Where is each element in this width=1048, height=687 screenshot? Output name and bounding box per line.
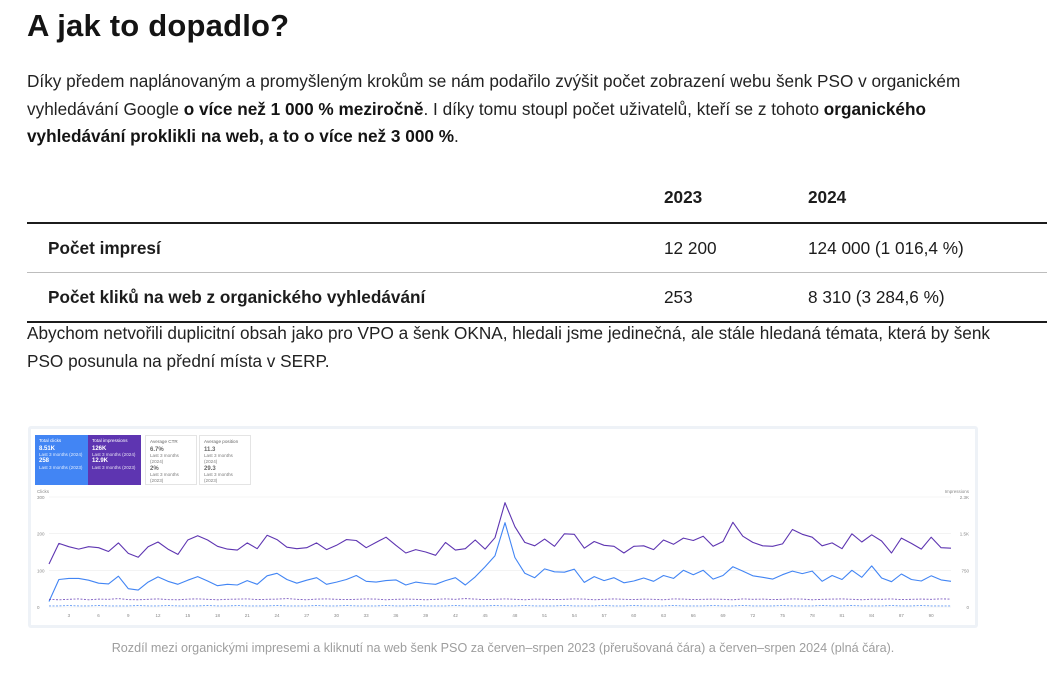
intro-text-3: . [454,126,459,146]
metric-value: 8.51K [39,446,56,452]
metric-period: Last 3 months (2024) [39,452,83,458]
x-tick-label: 6 [97,613,100,618]
x-tick-label: 69 [721,613,727,618]
search-console-panel: Total clicks 8.51K Last 3 months (2024) … [31,429,975,625]
metric-period-prev: Last 3 months (2023) [92,464,136,470]
value-2023: 253 [664,286,693,307]
x-tick-label: 72 [750,613,756,618]
x-tick-label: 78 [810,613,816,618]
x-tick-label: 27 [304,613,310,618]
x-tick-label: 87 [899,613,905,618]
intro-text-2: . I díky tomu stoupl počet uživatelů, kt… [423,98,824,119]
left-axis-title: Clicks [37,489,50,494]
chart-caption: Rozdíl mezi organickými impresemi a klik… [111,641,895,655]
x-tick-label: 30 [334,613,340,618]
left-tick-label: 200 [37,532,45,537]
performance-chart: Clicks Impressions 300 200 100 0 2.3K 1.5K 750 0 3… [37,489,970,618]
metric-label: Average CTR [150,439,178,444]
metric-period-prev: Last 3 months (2023) [150,471,179,484]
metric-value-prev: 29.3 [204,465,216,472]
metric-value-prev: 2% [150,465,159,472]
metric-period: Last 3 months (2024) [204,453,233,465]
metric-card-ctr: Average CTR 6.7% Last 3 months (2024) 2%… [145,435,197,485]
x-tick-label: 51 [542,613,548,618]
x-tick-label: 21 [245,613,251,618]
metric-value: 126K [92,446,107,452]
x-tick-label: 48 [512,613,518,618]
header-year-2023: 2023 [664,186,703,207]
value-2024: 124 000 (1 016,4 %) [808,237,964,258]
search-console-screenshot: Total clicks 8.51K Last 3 months (2024) … [28,426,978,628]
x-tick-label: 12 [156,613,162,618]
header-label-cell [27,172,664,223]
metric-label: Total impressions [92,438,128,443]
metric-value: 6.7% [150,447,164,453]
right-axis-title: Impressions [945,489,970,494]
x-tick-label: 33 [364,613,370,618]
x-tick-label: 75 [780,613,786,618]
x-tick-label: 57 [602,613,608,618]
section-heading: A jak to dopadlo? [27,8,290,43]
metric-period: Last 3 months (2024) [92,452,136,458]
value-2024: 8 310 (3 284,6 %) [808,286,945,307]
x-tick-label: 18 [215,613,221,618]
results-table: 2023 2024 Počet impresí 12 200 124 000 (… [27,172,1047,323]
metric-value-prev: 258 [39,458,50,465]
metric-period-prev: Last 3 months (2023) [204,471,233,484]
series-line-total-clicks [48,522,952,602]
intro-highlight-clicks: organického vyhledávání proklikli na web… [27,98,926,147]
results-table-header: 2023 2024 [27,172,1047,223]
row-label: Počet kliků na web z organického vyhledá… [48,286,426,307]
metric-card-clicks: Total clicks 8.51K Last 3 months (2024) … [35,435,88,485]
x-tick-label: 36 [393,613,399,618]
strategy-paragraph: Abychom netvořili duplicitní obsah jako … [27,323,991,371]
x-tick-label: 39 [423,613,429,618]
metric-label: Average position [204,439,239,444]
metric-card-impressions: Total impressions 126K Last 3 months (20… [88,435,141,485]
right-tick-label: 1.5K [960,532,969,537]
x-tick-label: 60 [631,613,637,618]
right-tick-label: 2.3K [960,495,969,500]
x-tick-label: 81 [839,613,845,618]
x-tick-label: 45 [483,613,489,618]
intro-paragraph: Díky předem naplánovaným a promyšleným k… [27,68,1017,151]
left-tick-label: 100 [37,568,45,573]
x-tick-label: 90 [929,613,935,618]
intro-text-1: Díky předem naplánovaným a promyšleným k… [27,71,961,119]
metric-value-prev: 12.9K [92,458,109,465]
series-line-total-impressions [48,502,952,565]
right-tick-label: 750 [961,568,969,573]
value-2023: 12 200 [664,237,717,258]
right-tick-label: 0 [966,605,969,610]
table-row-impressions: Počet impresí 12 200 124 000 (1 016,4 %) [27,223,1047,273]
metric-card-position: Average position 11.3 Last 3 months (202… [199,435,251,485]
intro-highlight-impressions: o více než 1 000 % meziročně [183,98,424,119]
left-tick-label: 300 [37,495,45,500]
x-tick-label: 9 [127,613,130,618]
x-tick-label: 66 [691,613,697,618]
x-tick-label: 63 [661,613,667,618]
metric-label: Total clicks [39,438,62,443]
header-year-2024: 2024 [808,186,847,207]
metric-period-prev: Last 3 months (2023) [39,464,83,470]
x-tick-label: 3 [68,613,71,618]
row-label: Počet impresí [48,237,161,258]
x-tick-label: 24 [274,613,280,618]
x-tick-label: 84 [869,613,875,618]
x-tick-label: 54 [572,613,578,618]
metric-value: 11.3 [204,447,216,453]
x-tick-label: 42 [453,613,459,618]
table-row-clicks: Počet kliků na web z organického vyhledá… [27,273,1047,322]
x-tick-label: 15 [185,613,191,618]
left-tick-label: 0 [37,605,40,610]
series-line-impressions-2023 [48,598,952,601]
metric-period: Last 3 months (2024) [150,453,179,465]
